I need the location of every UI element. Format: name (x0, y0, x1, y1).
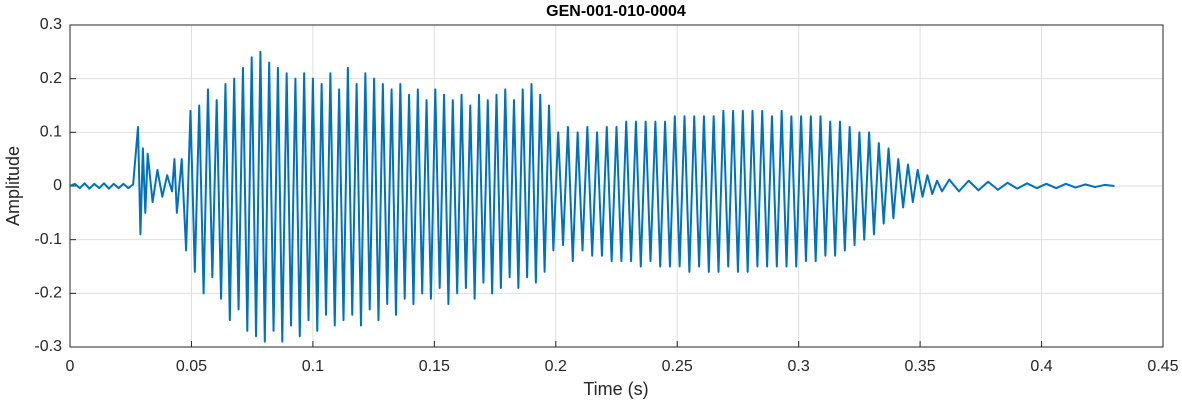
x-tick-label: 0.1 (302, 358, 324, 375)
x-tick-label: 0.3 (788, 358, 810, 375)
x-tick-label: 0.25 (662, 358, 693, 375)
x-tick-label: 0.4 (1030, 358, 1052, 375)
x-tick-label: 0.2 (545, 358, 567, 375)
y-tick-label: 0 (53, 177, 62, 194)
chart-title: GEN-001-010-0004 (546, 3, 686, 20)
x-tick-label: 0.45 (1147, 358, 1178, 375)
y-tick-label: 0.3 (40, 16, 62, 33)
y-tick-label: -0.1 (34, 231, 62, 248)
x-tick-label: 0 (66, 358, 75, 375)
x-axis-label: Time (s) (583, 379, 648, 399)
plot-box (69, 24, 1164, 348)
y-tick-label: 0.1 (40, 124, 62, 141)
y-tick-label: -0.2 (34, 285, 62, 302)
y-tick-label: -0.3 (34, 338, 62, 355)
x-tick-label: 0.15 (419, 358, 450, 375)
x-tick-label: 0.35 (905, 358, 936, 375)
waveform (69, 50, 1115, 343)
x-tick-label: 0.05 (176, 358, 207, 375)
y-axis-label: Amplitude (3, 146, 23, 226)
y-tick-label: 0.2 (40, 70, 62, 87)
